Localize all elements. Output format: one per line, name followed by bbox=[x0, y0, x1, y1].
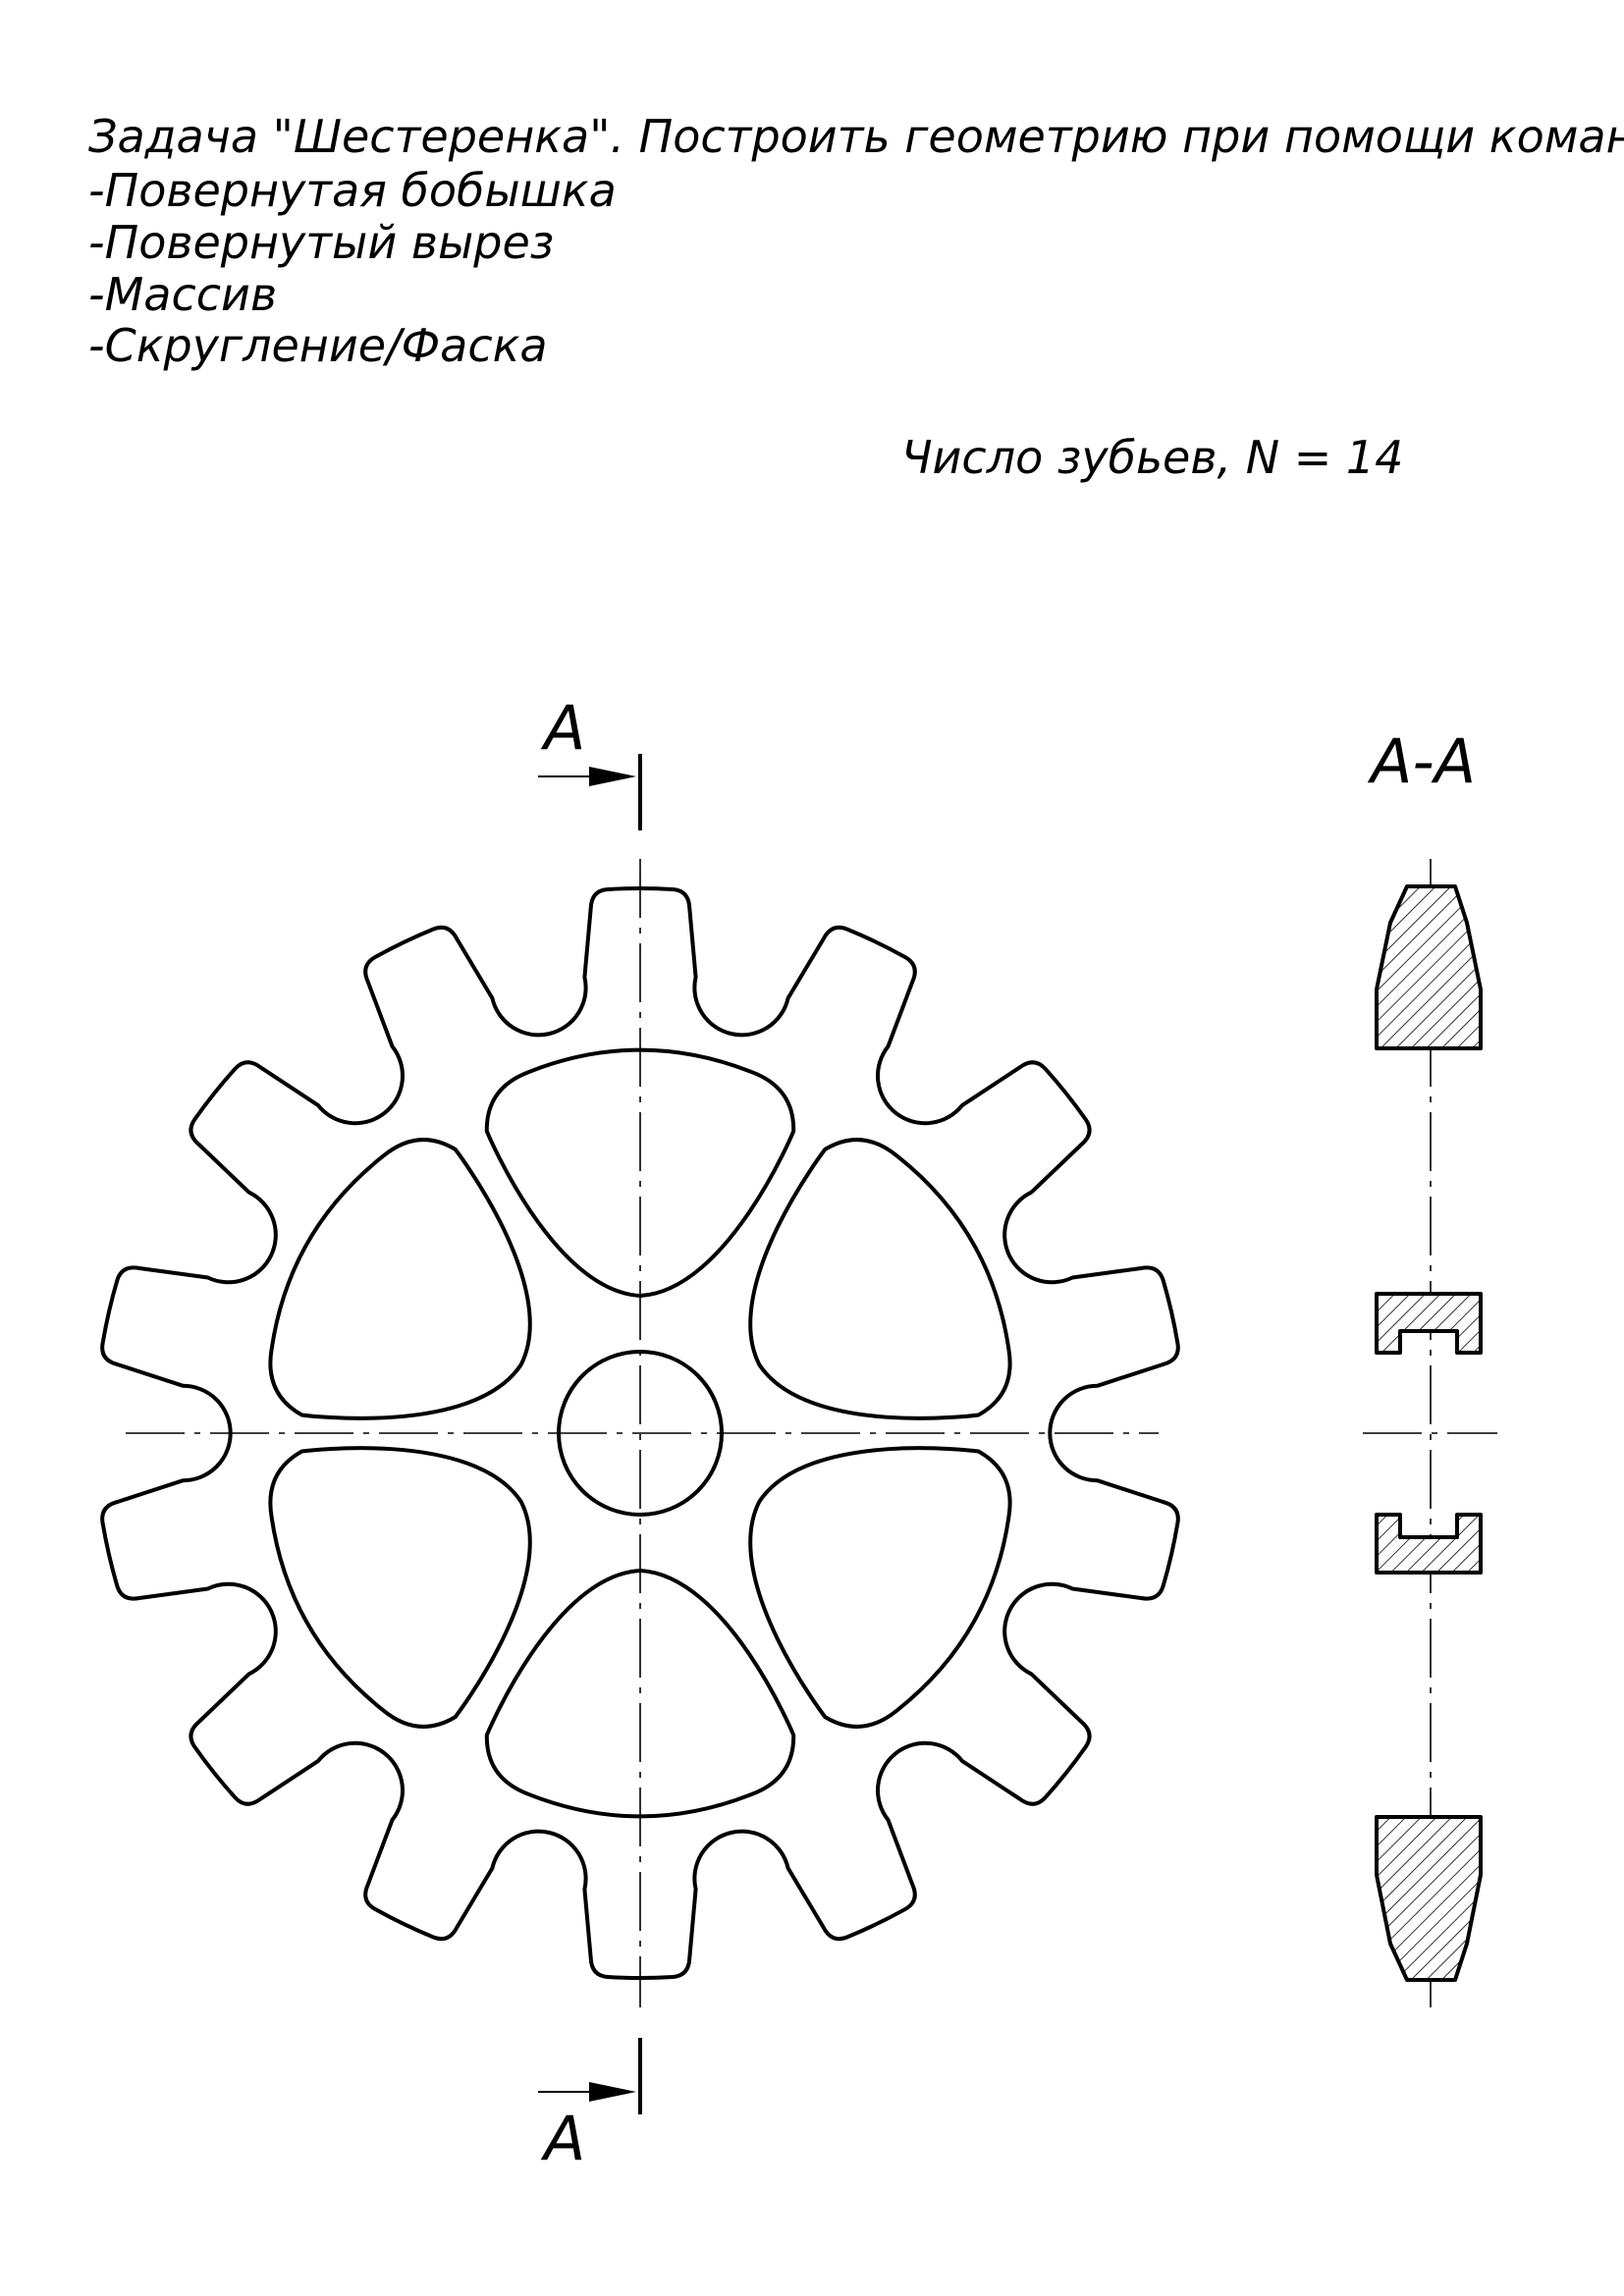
gear-front-view bbox=[100, 859, 1180, 2007]
teeth-count-note: Число зубьев, N = 14 bbox=[901, 431, 1403, 484]
gear-outline bbox=[100, 886, 1180, 1980]
gear-window bbox=[268, 1138, 532, 1420]
task-item-4: -Скругление/Фаска bbox=[88, 319, 548, 372]
section-web-top bbox=[1375, 1292, 1483, 1355]
task-text-block: Задача "Шестеренка". Построить геометрию… bbox=[88, 110, 1624, 372]
cut-arrow-bottom-head bbox=[589, 2082, 636, 2102]
task-item-3: -Массив bbox=[88, 268, 277, 321]
section-marker-top: A bbox=[540, 692, 585, 764]
section-marker-bottom: A bbox=[540, 2103, 585, 2174]
gear-window bbox=[748, 1138, 1012, 1420]
section-tooth-top bbox=[1375, 884, 1483, 1050]
gear-window bbox=[484, 1047, 796, 1298]
task-title: Задача "Шестеренка". Построить геометрию… bbox=[88, 110, 1624, 163]
gear-window bbox=[748, 1446, 1012, 1729]
gear-window bbox=[268, 1446, 532, 1729]
cut-arrow-top-head bbox=[589, 767, 636, 786]
section-web-bottom bbox=[1375, 1513, 1483, 1575]
task-item-1: -Повернутая бобышка bbox=[88, 164, 617, 217]
section-cut-markers: A A bbox=[538, 692, 642, 2174]
section-title: А-А bbox=[1367, 725, 1476, 797]
section-view-a-a: А-А bbox=[1363, 725, 1497, 2007]
section-tooth-bottom bbox=[1375, 1815, 1483, 1982]
task-item-2: -Повернутый вырез bbox=[88, 216, 554, 269]
